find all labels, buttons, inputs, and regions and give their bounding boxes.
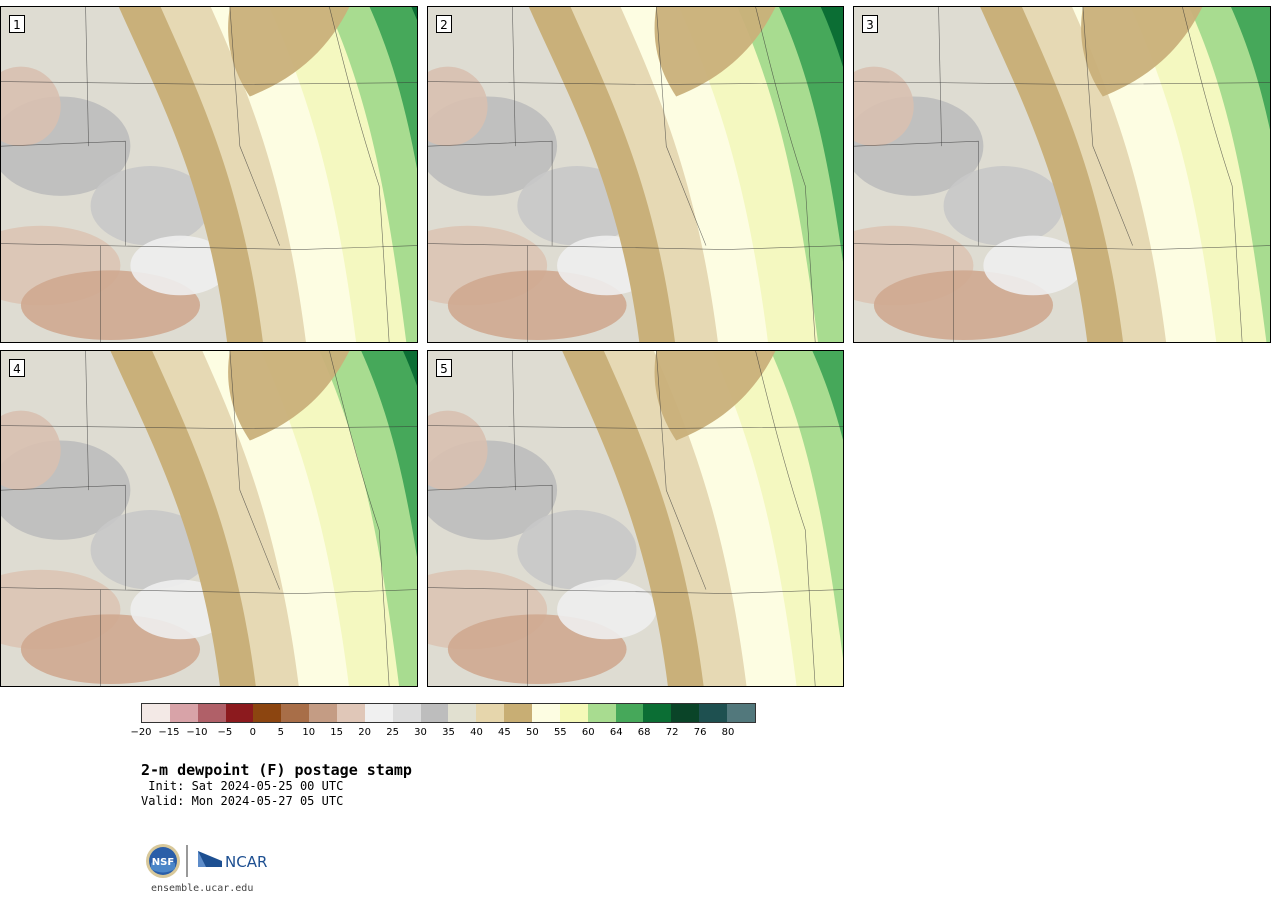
colorbar-tick-labels: −20 −15 −10 −5 0 5 10 15 20 25 30 35 40 45 50 55 60 64 68 7… — [130, 727, 756, 741]
colorbar-swatch — [197, 704, 226, 722]
colorbar-tick-label: 72 — [665, 727, 679, 738]
colorbar-swatch — [587, 704, 616, 722]
svg-text:NSF: NSF — [152, 857, 174, 868]
sponsor-logos: NSF NCAR — [144, 843, 274, 879]
colorbar-swatch — [309, 704, 338, 722]
colorbar-tick-label: 30 — [414, 727, 427, 738]
colorbar-tick-label: 50 — [525, 727, 539, 738]
dewpoint-map — [1, 7, 417, 342]
member-label: 3 — [862, 15, 878, 33]
colorbar-tick-label: 76 — [693, 727, 707, 738]
colorbar-tick-label: 68 — [637, 727, 651, 738]
colorbar-swatch — [615, 704, 644, 722]
colorbar-swatch — [504, 704, 533, 722]
dewpoint-map — [428, 7, 843, 342]
member-label: 1 — [9, 15, 25, 33]
colorbar-tick-label: −5 — [217, 727, 233, 738]
colorbar-swatch — [671, 704, 700, 722]
colorbar-swatch — [142, 704, 170, 722]
colorbar-tick-label: 45 — [498, 727, 511, 738]
colorbar-swatch — [420, 704, 449, 722]
colorbar-tick-label: 15 — [330, 727, 344, 738]
valid-time: Valid: Mon 2024-05-27 05 UTC — [141, 794, 344, 808]
nsf-logo-icon: NSF — [146, 844, 180, 878]
member-label: 5 — [436, 359, 452, 377]
dewpoint-map — [428, 351, 843, 686]
colorbar-tick-label: 20 — [358, 727, 371, 738]
init-time: Init: Sat 2024-05-25 00 UTC — [141, 779, 344, 793]
ncar-logo-icon: NCAR — [198, 851, 267, 871]
colorbar-swatch — [643, 704, 672, 722]
member-panel-2: 2 — [427, 6, 844, 343]
colorbar-tick-label: 35 — [442, 727, 455, 738]
colorbar-swatch — [225, 704, 254, 722]
colorbar-swatch — [337, 704, 365, 722]
member-panel-5: 5 — [427, 350, 844, 687]
colorbar-tick-label: 10 — [302, 727, 316, 738]
svg-text:NCAR: NCAR — [225, 853, 267, 871]
colorbar-tick-label: 80 — [721, 727, 735, 738]
site-url: ensemble.ucar.edu — [151, 883, 254, 894]
colorbar-swatch — [169, 704, 198, 722]
dewpoint-colorbar — [141, 703, 756, 723]
colorbar-swatch — [532, 704, 560, 722]
product-title: 2-m dewpoint (F) postage stamp — [141, 761, 412, 779]
member-panel-1: 1 — [0, 6, 418, 343]
colorbar-swatch — [392, 704, 421, 722]
member-label: 4 — [9, 359, 25, 377]
colorbar-swatch — [281, 704, 310, 722]
colorbar-swatch — [364, 704, 393, 722]
colorbar-tick-label: −10 — [186, 727, 208, 738]
member-panel-3: 3 — [853, 6, 1271, 343]
colorbar-tick-label: −20 — [130, 727, 152, 738]
colorbar-tick-label: −15 — [158, 727, 180, 738]
dewpoint-map — [854, 7, 1270, 342]
colorbar-tick-label: 25 — [386, 727, 399, 738]
colorbar-swatch — [727, 704, 755, 722]
colorbar-tick-label: 5 — [277, 727, 284, 738]
member-panel-4: 4 — [0, 350, 418, 687]
colorbar-swatch — [448, 704, 477, 722]
colorbar-swatch — [699, 704, 728, 722]
member-label: 2 — [436, 15, 452, 33]
colorbar-tick-label: 55 — [553, 727, 567, 738]
colorbar-swatch — [253, 704, 282, 722]
colorbar-tick-label: 60 — [581, 727, 595, 738]
colorbar-swatch — [476, 704, 505, 722]
colorbar-tick-label: 40 — [470, 727, 483, 738]
colorbar-swatch — [559, 704, 588, 722]
dewpoint-map — [1, 351, 417, 686]
colorbar-tick-label: 0 — [249, 727, 256, 738]
colorbar-tick-label: 64 — [609, 727, 623, 738]
